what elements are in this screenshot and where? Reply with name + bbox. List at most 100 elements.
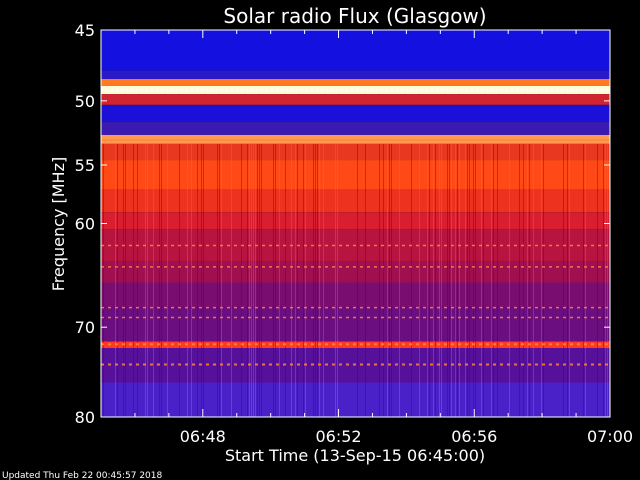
texture-streak <box>305 143 306 417</box>
intensity-band-9 <box>101 160 610 189</box>
texture-streak <box>607 143 608 417</box>
texture-streak <box>335 143 336 417</box>
texture-streak <box>541 143 542 417</box>
y-axis-label: Frequency [MHz] <box>49 157 68 291</box>
texture-streak <box>247 143 248 417</box>
texture-streak <box>179 143 180 417</box>
texture-streak <box>203 143 204 417</box>
texture-streak <box>435 143 436 417</box>
texture-streak <box>451 143 452 417</box>
x-tick-label: 07:00 <box>587 427 633 446</box>
texture-streak <box>319 143 320 417</box>
intensity-band-5 <box>101 104 610 123</box>
texture-streak <box>597 143 598 417</box>
texture-streak <box>383 143 384 417</box>
texture-streak <box>563 143 564 417</box>
texture-streak <box>137 143 138 417</box>
texture-streak <box>533 143 534 417</box>
y-tick-label: 60 <box>75 215 95 234</box>
texture-streak <box>125 143 126 417</box>
texture-streak <box>411 143 412 417</box>
y-axis: 45 50 55 60 70 80 <box>75 21 610 427</box>
texture-streak <box>241 143 242 417</box>
texture-streak <box>519 143 520 417</box>
x-tick-label: 06:56 <box>451 427 497 446</box>
texture-streak <box>473 143 474 417</box>
texture-streak <box>433 143 434 417</box>
intensity-band-3 <box>101 85 610 95</box>
texture-streak <box>313 143 314 417</box>
texture-streak <box>253 143 254 417</box>
texture-streak <box>567 143 568 417</box>
texture-streak <box>527 143 528 417</box>
intensity-band-6 <box>101 122 610 135</box>
texture-streak <box>249 143 250 417</box>
intensity-band-10 <box>101 188 610 213</box>
texture-streak <box>191 143 192 417</box>
texture-streak <box>145 143 146 417</box>
texture-streak <box>467 143 468 417</box>
texture-streak <box>429 143 430 417</box>
texture-streak <box>543 143 544 417</box>
y-tick-label: 50 <box>75 92 95 111</box>
texture-streak <box>251 143 252 417</box>
intensity-band-14 <box>101 282 610 308</box>
intensity-band-11 <box>101 212 610 230</box>
x-axis: 06:48 06:52 06:56 07:00 <box>100 30 633 446</box>
texture-streak <box>419 143 420 417</box>
texture-streak <box>337 143 338 417</box>
texture-streak <box>117 143 118 417</box>
texture-streak <box>153 143 154 417</box>
texture-streak <box>273 143 274 417</box>
intensity-band-0 <box>101 30 610 71</box>
texture-streak <box>455 143 456 417</box>
texture-streak <box>465 143 466 417</box>
texture-streak <box>161 143 162 417</box>
texture-streak <box>197 143 198 417</box>
updated-timestamp: Updated Thu Feb 22 00:45:57 2018 <box>2 471 163 480</box>
texture-streak <box>497 143 498 417</box>
texture-streak <box>221 143 222 417</box>
spectrogram-texture <box>103 143 608 417</box>
texture-streak <box>297 143 298 417</box>
texture-streak <box>483 143 484 417</box>
texture-streak <box>493 143 494 417</box>
texture-streak <box>399 143 400 417</box>
texture-streak <box>481 143 482 417</box>
texture-streak <box>365 143 366 417</box>
texture-streak <box>357 143 358 417</box>
texture-streak <box>187 143 188 417</box>
texture-streak <box>291 143 292 417</box>
texture-streak <box>391 143 392 417</box>
intensity-band-1 <box>101 70 610 79</box>
texture-streak <box>427 143 428 417</box>
texture-streak <box>275 143 276 417</box>
texture-streak <box>569 143 570 417</box>
texture-streak <box>379 143 380 417</box>
texture-streak <box>583 143 584 417</box>
texture-streak <box>441 143 442 417</box>
x-tick-label: 06:52 <box>315 427 361 446</box>
texture-streak <box>603 143 604 417</box>
texture-streak <box>285 143 286 417</box>
y-tick-label: 70 <box>75 318 95 337</box>
texture-streak <box>295 143 296 417</box>
texture-streak <box>255 143 256 417</box>
texture-streak <box>219 143 220 417</box>
texture-streak <box>317 143 318 417</box>
x-axis-label: Start Time (13-Sep-15 06:45:00) <box>225 446 485 465</box>
texture-streak <box>147 143 148 417</box>
y-tick-label: 55 <box>75 156 95 175</box>
spectrogram-heatmap <box>101 30 610 417</box>
texture-streak <box>323 143 324 417</box>
texture-streak <box>257 143 258 417</box>
chart-title: Solar radio Flux (Glasgow) <box>223 4 486 28</box>
intensity-band-8 <box>101 143 610 161</box>
y-tick-label: 80 <box>75 408 95 427</box>
texture-streak <box>315 143 316 417</box>
texture-streak <box>217 143 218 417</box>
texture-streak <box>231 143 232 417</box>
texture-streak <box>523 143 524 417</box>
intensity-band-18 <box>101 382 610 417</box>
